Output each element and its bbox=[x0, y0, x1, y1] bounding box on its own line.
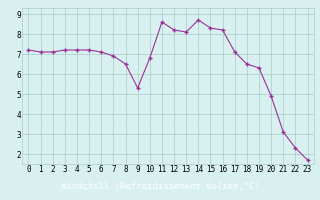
Text: Windchill (Refroidissement éolien,°C): Windchill (Refroidissement éolien,°C) bbox=[60, 182, 260, 192]
